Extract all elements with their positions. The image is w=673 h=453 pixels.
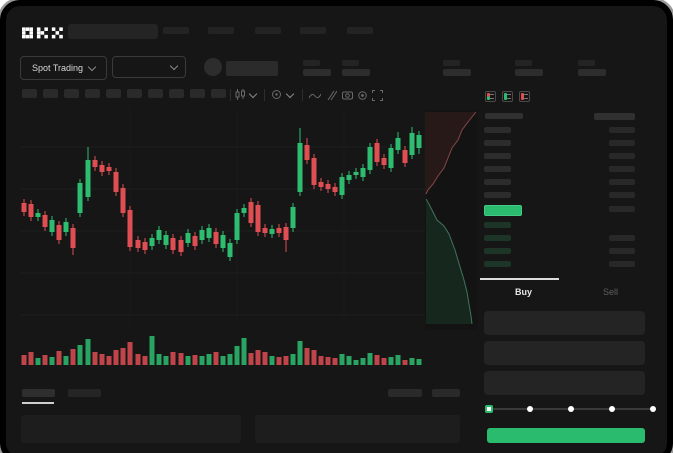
orderbook-header-price [485,113,523,119]
stat-value-placeholder [578,69,606,76]
last-price-bar[interactable] [484,205,522,216]
ask-amount-bar [609,179,635,185]
ask-price-bar[interactable] [484,192,511,198]
slider-handle[interactable] [485,405,493,413]
stat-label-placeholder [515,60,532,66]
bottom-tab-placeholder[interactable] [68,389,101,397]
ask-price-bar[interactable] [484,166,511,172]
orderbook-header-amount [594,113,635,120]
bid-amount-bar [609,248,635,254]
stat-label-placeholder [303,60,320,66]
pair-dropdown[interactable] [112,56,186,78]
market-type-label: Spot Trading [31,63,84,73]
brush-icon[interactable] [327,90,337,101]
coin-avatar [204,58,222,76]
chevron-down-icon[interactable] [285,89,295,99]
bid-price-bar[interactable] [484,248,511,254]
ask-amount-bar [609,140,635,146]
fullscreen-icon[interactable] [372,90,383,101]
slider-stop[interactable] [568,406,574,412]
bottom-right-tab-placeholder[interactable] [432,389,460,397]
history-panel-placeholder[interactable] [255,415,460,443]
ask-price-bar[interactable] [484,153,511,159]
bottom-right-tab-placeholder[interactable] [388,389,422,397]
ask-price-bar[interactable] [484,140,511,146]
bid-price-bar[interactable] [484,235,511,241]
interval-button-placeholder[interactable] [85,89,100,98]
ask-price-bar[interactable] [484,127,511,133]
nav-item-placeholder[interactable] [255,27,281,34]
bid-price-bar[interactable] [484,261,511,267]
orderbook-view-bids-icon[interactable] [502,91,513,102]
stat-label-placeholder [342,60,359,66]
order-input-placeholder[interactable] [484,371,645,395]
slider-stop[interactable] [609,406,615,412]
ask-amount-bar [609,192,635,198]
nav-item-placeholder[interactable] [347,27,373,34]
order-input-placeholder[interactable] [484,311,645,335]
active-tab-indicator [480,278,559,280]
pair-name-placeholder [226,61,278,76]
nav-item-placeholder[interactable] [208,27,234,34]
chevron-down-icon [169,61,179,70]
interval-button-placeholder[interactable] [169,89,184,98]
bid-amount-bar [609,261,635,267]
stat-value-placeholder [443,69,471,76]
interval-button-placeholder[interactable] [106,89,121,98]
interval-button-placeholder[interactable] [127,89,142,98]
stat-value-placeholder [303,69,331,76]
bid-amount-bar [609,235,635,241]
order-input-placeholder[interactable] [484,341,645,365]
orderbook-view-asks-icon[interactable] [519,91,530,102]
slider-stop[interactable] [527,406,533,412]
interval-button-placeholder[interactable] [43,89,58,98]
interval-button-placeholder[interactable] [211,89,226,98]
interval-button-placeholder[interactable] [64,89,79,98]
candlestick-chart[interactable] [20,106,478,368]
stat-label-placeholder [443,60,460,66]
stat-value-placeholder [342,69,370,76]
nav-item-placeholder[interactable] [300,27,326,34]
orders-panel-placeholder[interactable] [21,415,241,443]
orderbook-view-combined-icon[interactable] [485,91,496,102]
interval-button-placeholder[interactable] [190,89,205,98]
last-amount-bar [609,206,635,212]
market-type-dropdown[interactable]: Spot Trading [20,56,107,80]
ask-amount-bar [609,153,635,159]
camera-icon[interactable] [342,90,353,100]
ask-amount-bar [609,166,635,172]
indicator-icon[interactable] [271,89,282,100]
search-input[interactable] [68,24,158,39]
interval-button-placeholder[interactable] [148,89,163,98]
bottom-tab-placeholder[interactable] [22,389,55,397]
interval-button-placeholder[interactable] [22,89,37,98]
ask-price-bar[interactable] [484,179,511,185]
settings-icon[interactable] [357,90,368,101]
chevron-down-icon [87,62,97,71]
tab-buy[interactable]: Buy [514,287,532,297]
stat-label-placeholder [578,60,595,66]
line-icon[interactable] [309,92,321,100]
okx-logo[interactable] [22,27,63,39]
bid-price-bar[interactable] [484,222,511,228]
candles-icon[interactable] [235,89,246,101]
chevron-down-icon[interactable] [248,89,258,99]
buy-submit-button[interactable] [487,428,645,443]
nav-item-placeholder[interactable] [163,27,189,34]
tab-sell[interactable]: Sell [602,287,618,297]
bottom-active-tab-underline [22,402,54,404]
stat-value-placeholder [515,69,543,76]
slider-stop[interactable] [650,406,656,412]
ask-amount-bar [609,127,635,133]
